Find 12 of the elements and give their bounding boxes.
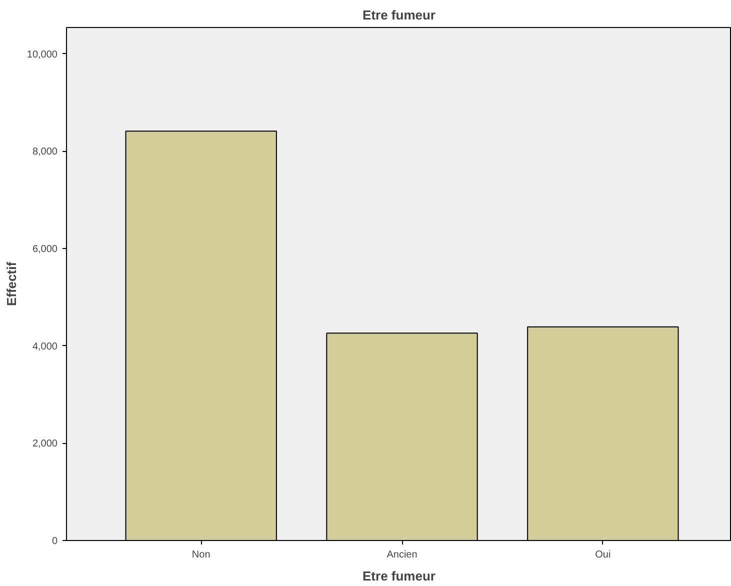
y-axis-title: Effectif — [4, 261, 19, 306]
y-tick-label: 10,000 — [26, 49, 58, 60]
x-axis-title: Etre fumeur — [362, 568, 436, 584]
x-tick-label: Non — [192, 550, 210, 560]
y-tick-label: 2,000 — [32, 438, 58, 450]
y-tick-label: 4,000 — [32, 341, 58, 352]
chart-title: Etre fumeur — [362, 8, 436, 22]
y-tick-label: 8,000 — [32, 146, 58, 158]
x-tick-label: Ancien — [386, 550, 418, 560]
x-tick-label: Oui — [595, 550, 611, 560]
y-tick-label: 0 — [52, 536, 58, 547]
y-tick-label: 6,000 — [32, 244, 58, 255]
